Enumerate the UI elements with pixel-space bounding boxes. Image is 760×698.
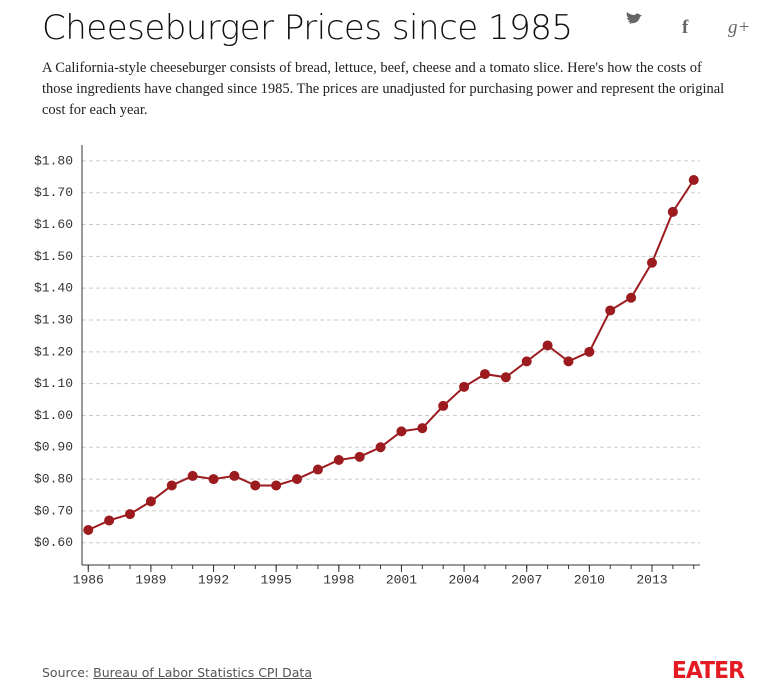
data-point [83,525,94,535]
data-point [166,480,177,491]
data-point [605,305,616,316]
x-tick-label: 1995 [261,572,292,587]
data-point [333,455,344,465]
y-tick-label: $0.90 [34,440,73,455]
y-tick-label: $1.10 [34,376,73,391]
data-point [584,346,595,357]
y-tick-label: $1.30 [34,312,73,327]
twitter-icon[interactable] [626,12,642,24]
data-point [145,496,156,507]
data-point [438,400,449,411]
x-tick-label: 2007 [511,572,542,587]
data-point [626,292,637,303]
series-line [87,179,695,531]
data-point [459,381,470,392]
data-point [375,442,386,453]
data-point [208,474,219,485]
data-point [312,464,323,475]
data-point [417,423,428,434]
google-plus-icon[interactable]: g+ [728,17,751,38]
y-tick-label: $0.60 [34,535,73,550]
y-tick-label: $0.70 [34,503,73,518]
data-point [354,451,365,462]
data-point [229,470,240,481]
source: Source: Bureau of Labor Statistics CPI D… [42,665,312,680]
data-point [187,470,198,481]
data-point [479,369,490,380]
y-tick-label: $0.80 [34,472,73,487]
data-point [667,206,678,217]
data-point [688,175,699,185]
source-link[interactable]: Bureau of Labor Statistics CPI Data [93,665,312,680]
y-tick-label: $1.50 [34,249,73,264]
title: Cheeseburger Prices since 1985 [42,8,573,48]
source-label: Source: [42,665,90,680]
y-tick-label: $1.80 [34,153,73,168]
x-tick-label: 1992 [198,572,229,587]
x-tick-label: 2001 [386,572,417,587]
data-point [500,372,511,383]
data-point [563,356,574,367]
data-point [125,509,136,520]
y-tick-label: $1.60 [34,217,73,232]
y-tick-label: $1.00 [34,408,73,423]
x-tick-label: 2010 [574,572,605,587]
brand-logo[interactable]: EATER [671,658,745,684]
y-tick-label: $1.20 [34,344,73,359]
data-point [104,515,115,526]
data-point [292,474,303,485]
x-tick-label: 1986 [73,572,104,587]
data-point [542,340,553,351]
facebook-icon[interactable]: f [682,17,689,38]
data-point [271,480,282,491]
subtitle: A California-style cheeseburger consists… [42,60,725,118]
x-tick-label: 1989 [135,572,166,587]
data-point [646,257,657,268]
data-point [396,426,407,437]
x-tick-label: 2013 [636,572,667,587]
y-tick-label: $1.40 [34,281,73,296]
data-point [521,356,532,367]
x-tick-label: 2004 [448,572,479,587]
x-tick-label: 1998 [323,572,354,587]
data-point [250,480,261,491]
y-tick-label: $1.70 [34,185,73,200]
